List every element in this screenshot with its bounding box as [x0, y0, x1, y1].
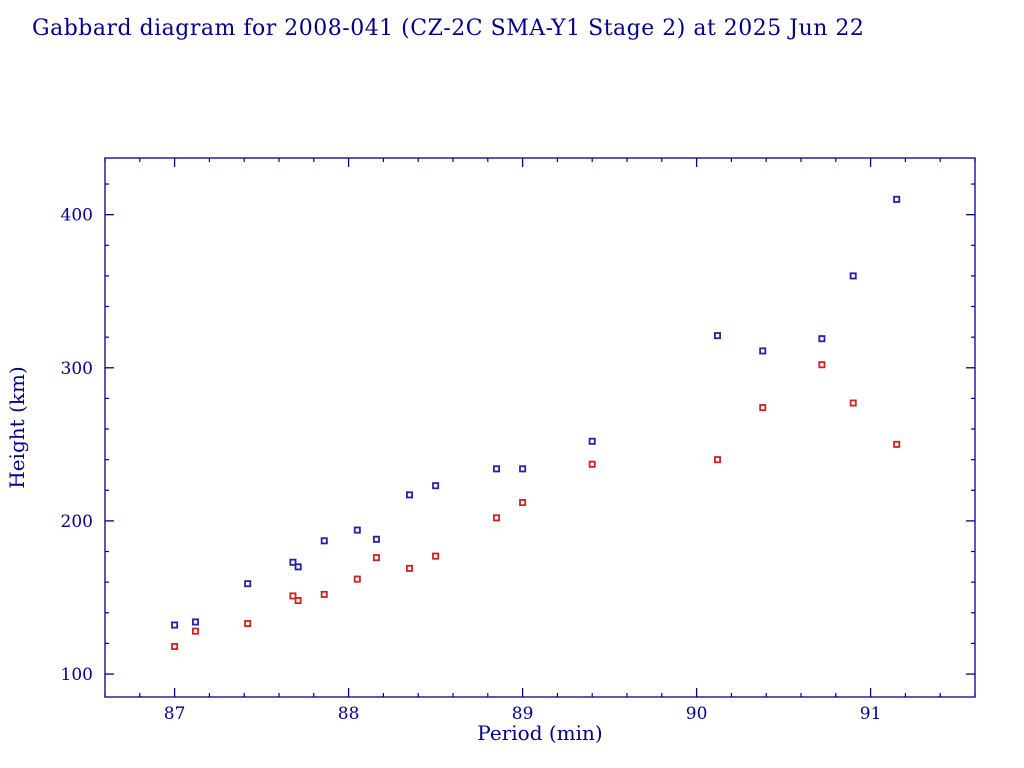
data-point-perigee — [893, 440, 901, 448]
data-point-apogee — [519, 465, 527, 473]
data-point-apogee — [191, 618, 199, 626]
data-point-apogee — [759, 347, 767, 355]
data-point-perigee — [171, 642, 179, 650]
chart-title: Gabbard diagram for 2008-041 (CZ-2C SMA-… — [32, 16, 865, 41]
data-point-perigee — [759, 404, 767, 412]
data-point-perigee — [405, 564, 413, 572]
y-tick-label: 300 — [61, 359, 93, 379]
data-point-apogee — [244, 580, 252, 588]
data-point-perigee — [353, 575, 361, 583]
data-point-perigee — [492, 514, 500, 522]
data-point-perigee — [849, 399, 857, 407]
y-axis-label: Height (km) — [5, 366, 29, 488]
data-point-apogee — [588, 437, 596, 445]
x-axis-label: Period (min) — [477, 721, 602, 745]
data-point-apogee — [405, 491, 413, 499]
x-tick-label: 87 — [164, 704, 186, 724]
data-point-apogee — [320, 537, 328, 545]
data-point-apogee — [492, 465, 500, 473]
data-point-perigee — [713, 456, 721, 464]
y-tick-label: 400 — [61, 206, 93, 226]
x-tick-label: 89 — [512, 704, 534, 724]
data-point-perigee — [191, 627, 199, 635]
data-point-apogee — [372, 535, 380, 543]
data-point-perigee — [372, 554, 380, 562]
x-tick-label: 90 — [686, 704, 708, 724]
data-point-apogee — [849, 272, 857, 280]
data-point-perigee — [294, 597, 302, 605]
data-point-apogee — [893, 195, 901, 203]
x-tick-label: 88 — [338, 704, 360, 724]
data-point-perigee — [244, 620, 252, 628]
data-point-apogee — [432, 482, 440, 490]
x-tick-label: 91 — [860, 704, 882, 724]
data-point-perigee — [588, 460, 596, 468]
data-point-apogee — [171, 621, 179, 629]
data-point-perigee — [320, 590, 328, 598]
data-point-perigee — [818, 361, 826, 369]
data-point-apogee — [289, 558, 297, 566]
plot-frame — [104, 157, 976, 698]
data-point-perigee — [519, 499, 527, 507]
data-point-perigee — [289, 592, 297, 600]
y-tick-label: 100 — [61, 665, 93, 685]
y-tick-label: 200 — [61, 512, 93, 532]
data-point-apogee — [818, 335, 826, 343]
data-point-apogee — [294, 563, 302, 571]
data-point-apogee — [353, 526, 361, 534]
data-point-apogee — [713, 332, 721, 340]
data-point-perigee — [432, 552, 440, 560]
